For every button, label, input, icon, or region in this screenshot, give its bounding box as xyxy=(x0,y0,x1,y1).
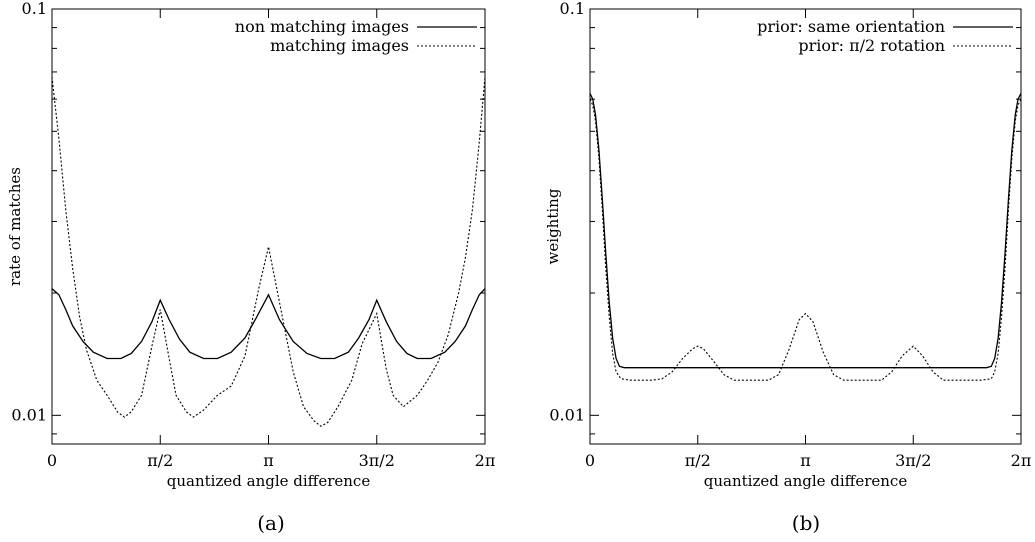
x-tick-label: π xyxy=(800,451,811,470)
x-tick-label: π/2 xyxy=(147,451,173,470)
x-tick-label: 3π/2 xyxy=(895,451,931,470)
series-line-2 xyxy=(51,76,486,427)
chart-b: 0 π/2 π 3π/2 2π 0.01 0.1 quantized angle differ… xyxy=(544,0,1031,535)
x-tick-label: 3π/2 xyxy=(359,451,395,470)
y-tick-label: 0.01 xyxy=(549,405,585,424)
series-line-1 xyxy=(51,288,486,360)
series-line-1 xyxy=(589,93,1022,369)
chart-caption: (a) xyxy=(257,511,285,535)
series-line-2 xyxy=(589,98,1022,381)
y-tick-label: 0.01 xyxy=(11,405,47,424)
y-tick-label: 0.1 xyxy=(22,0,47,18)
x-tick-label: 2π xyxy=(1011,451,1032,470)
x-axis-label: quantized angle difference xyxy=(167,472,371,490)
plot-frame xyxy=(589,8,1022,445)
x-tick-label: 2π xyxy=(475,451,496,470)
x-axis-label: quantized angle difference xyxy=(704,472,908,490)
plot-frame xyxy=(51,8,486,445)
y-axis-label: weighting xyxy=(544,188,562,264)
legend-label: non matching images xyxy=(235,17,409,36)
legend-label: matching images xyxy=(270,36,409,55)
x-tick-label: π/2 xyxy=(685,451,711,470)
x-tick-label: π xyxy=(263,451,274,470)
x-tick-label: 0 xyxy=(585,451,595,470)
x-tick-label: 0 xyxy=(47,451,57,470)
legend-label: prior: π/2 rotation xyxy=(798,36,945,55)
chart-caption: (b) xyxy=(792,511,820,535)
y-axis-label: rate of matches xyxy=(6,167,24,286)
chart-a: 0 π/2 π 3π/2 2π 0.01 0.1 quantized angle differ… xyxy=(6,0,495,535)
y-tick-label: 0.1 xyxy=(560,0,585,18)
legend-label: prior: same orientation xyxy=(757,17,945,36)
